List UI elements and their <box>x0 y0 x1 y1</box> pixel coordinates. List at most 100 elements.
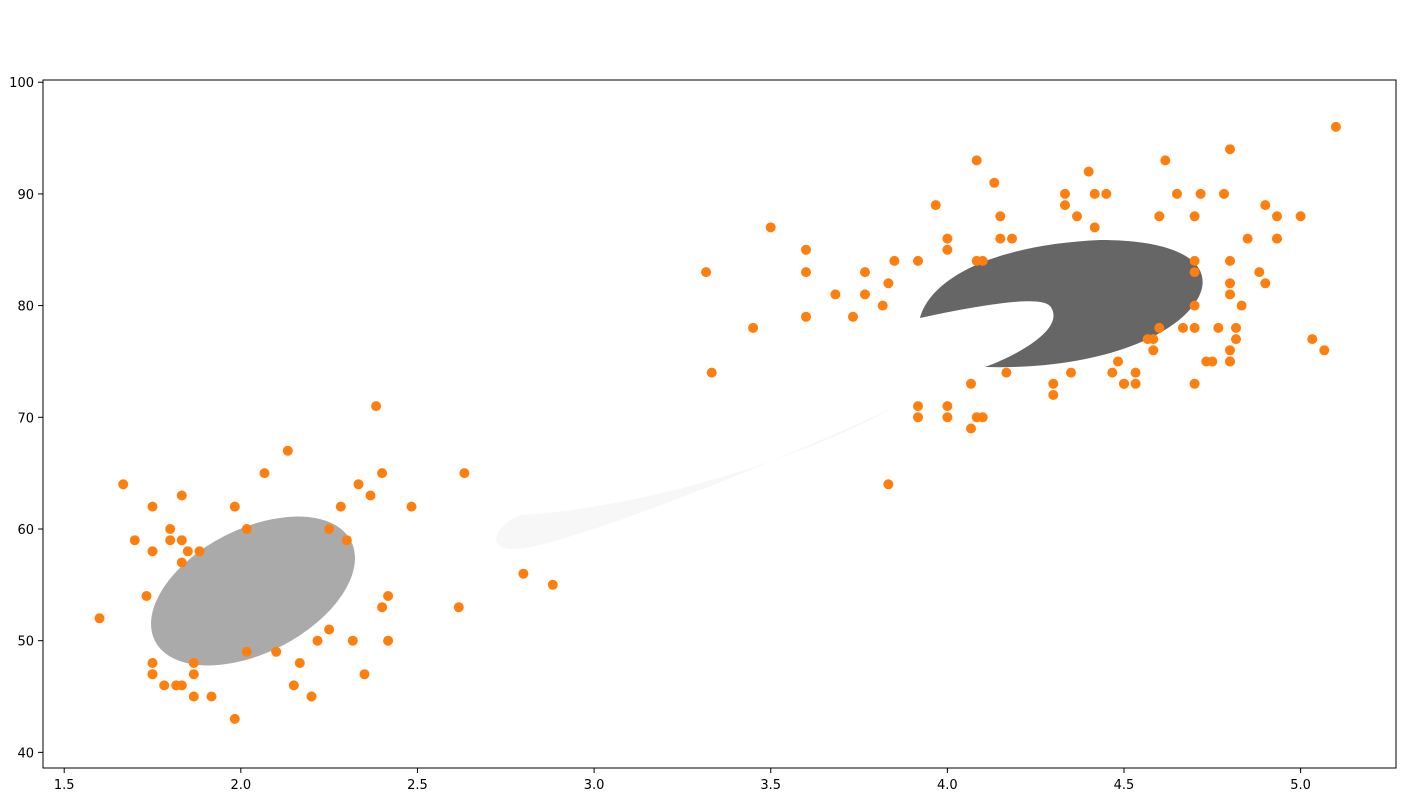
data-point <box>547 579 558 590</box>
data-point <box>377 602 388 613</box>
data-point <box>176 680 187 691</box>
y-tick-label: 70 <box>17 411 34 426</box>
y-tick-label: 50 <box>17 635 34 650</box>
cluster-ellipse-faint <box>496 407 895 549</box>
data-point <box>913 412 923 423</box>
data-point <box>383 591 394 601</box>
data-point <box>1130 378 1141 389</box>
data-point <box>830 289 841 300</box>
y-tick-label: 40 <box>17 746 34 761</box>
data-point <box>1172 188 1182 199</box>
data-points <box>94 121 1341 724</box>
data-point <box>241 646 252 657</box>
data-point <box>335 501 346 512</box>
data-point <box>942 244 953 255</box>
x-tick-label: 4.0 <box>937 778 958 793</box>
data-point <box>241 524 252 534</box>
data-point <box>1048 378 1059 389</box>
data-point <box>1225 255 1235 266</box>
cluster-ellipse-light-gray <box>151 516 355 666</box>
y-tick-label: 60 <box>17 523 34 538</box>
data-point <box>1260 200 1271 211</box>
data-point <box>176 535 187 546</box>
data-point <box>995 211 1006 222</box>
x-tick-label: 3.5 <box>760 778 781 793</box>
data-point <box>229 713 240 724</box>
data-point <box>889 255 900 266</box>
data-point <box>1236 300 1247 311</box>
data-point <box>118 479 129 490</box>
data-point <box>1189 255 1200 266</box>
x-tick-label: 1.5 <box>54 778 75 793</box>
data-point <box>977 255 988 266</box>
data-point <box>860 267 870 278</box>
data-point <box>883 479 894 490</box>
data-point <box>1107 367 1118 378</box>
data-point <box>1089 188 1100 199</box>
data-point <box>271 646 282 657</box>
data-point <box>377 468 388 479</box>
data-point <box>1119 378 1129 389</box>
data-point <box>176 557 187 568</box>
data-point <box>188 669 199 680</box>
data-point <box>188 658 199 668</box>
x-tick-label: 3.0 <box>584 778 605 793</box>
data-point <box>165 535 176 546</box>
data-point <box>159 680 170 691</box>
data-point <box>877 300 888 311</box>
data-point <box>1319 345 1330 356</box>
data-point <box>147 501 158 512</box>
data-point <box>459 468 470 479</box>
data-point <box>141 591 152 601</box>
data-point <box>1225 345 1235 356</box>
data-point <box>147 658 158 668</box>
data-point <box>194 546 205 557</box>
data-point <box>1207 356 1218 367</box>
data-point <box>1242 233 1253 244</box>
data-point <box>848 311 858 322</box>
data-point <box>294 658 305 668</box>
data-point <box>371 401 382 412</box>
data-point <box>518 568 529 579</box>
data-point <box>1130 367 1141 378</box>
data-point <box>1060 188 1070 199</box>
y-tick-label: 80 <box>17 300 34 315</box>
cluster-ellipses <box>151 240 1203 666</box>
data-point <box>282 445 293 456</box>
data-point <box>182 546 193 557</box>
data-point <box>801 244 811 255</box>
data-point <box>971 155 982 166</box>
data-point <box>966 423 976 434</box>
data-point <box>359 669 370 680</box>
data-point <box>801 311 811 322</box>
data-point <box>701 267 712 278</box>
data-point <box>1225 289 1235 300</box>
data-point <box>324 524 335 534</box>
data-point <box>383 635 394 646</box>
data-point <box>765 222 776 233</box>
data-point <box>1189 322 1200 333</box>
data-point <box>259 468 270 479</box>
data-point <box>1254 267 1265 278</box>
data-point <box>1001 367 1012 378</box>
data-point <box>1113 356 1123 367</box>
data-point <box>324 624 335 635</box>
data-point <box>453 602 464 613</box>
data-point <box>1231 322 1241 333</box>
data-point <box>176 490 187 501</box>
data-point <box>1225 144 1235 155</box>
data-point <box>1260 278 1271 289</box>
data-point <box>1066 367 1076 378</box>
data-point <box>1307 334 1318 345</box>
data-point <box>883 278 894 289</box>
data-point <box>147 546 158 557</box>
data-point <box>1295 211 1306 222</box>
data-point <box>1189 378 1200 389</box>
data-point <box>347 635 358 646</box>
data-point <box>1225 278 1235 289</box>
data-point <box>860 289 870 300</box>
data-point <box>1007 233 1017 244</box>
data-point <box>1083 166 1094 177</box>
data-point <box>1154 322 1165 333</box>
data-point <box>229 501 240 512</box>
